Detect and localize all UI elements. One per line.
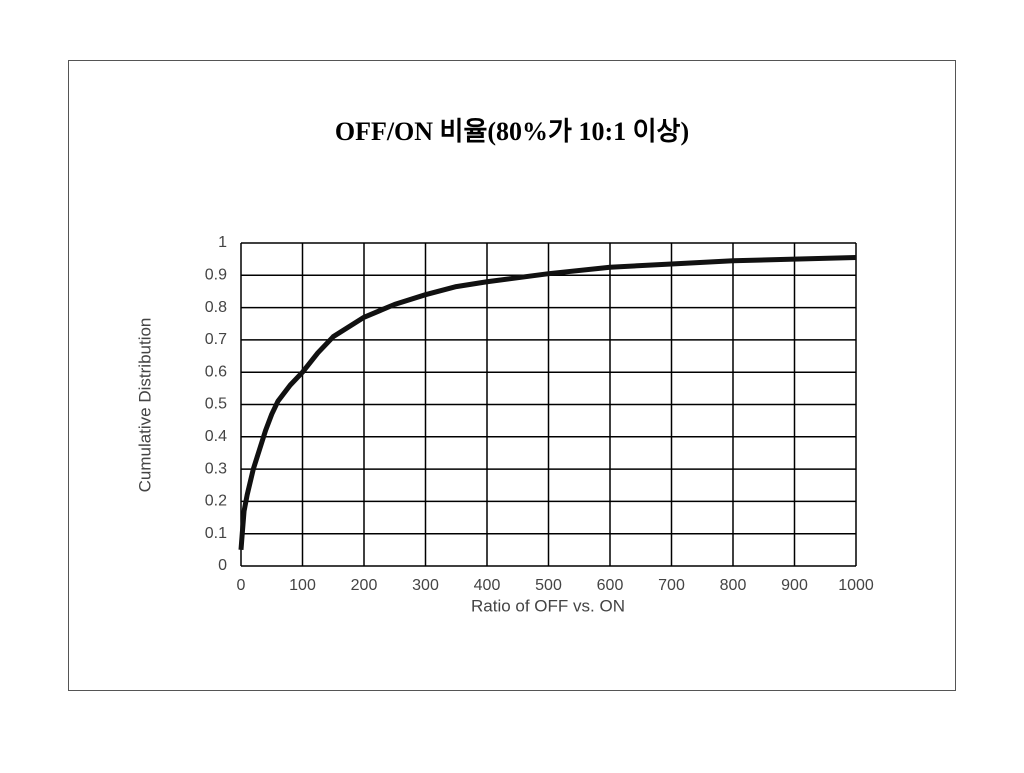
y-tick-label: 0.1 — [205, 525, 227, 542]
y-tick-label: 0.6 — [205, 363, 227, 380]
y-tick-label: 0.2 — [205, 493, 227, 510]
y-tick-label: 1 — [218, 234, 227, 251]
y-tick-label: 0.7 — [205, 331, 227, 348]
x-tick-label: 100 — [289, 577, 316, 594]
x-tick-label: 1000 — [838, 577, 874, 594]
x-tick-label: 0 — [237, 577, 246, 594]
x-tick-label: 500 — [535, 577, 562, 594]
x-tick-label: 700 — [658, 577, 685, 594]
x-tick-label: 400 — [474, 577, 501, 594]
y-tick-label: 0.9 — [205, 267, 227, 284]
x-tick-label: 300 — [412, 577, 439, 594]
x-tick-label: 800 — [720, 577, 747, 594]
chart-title: OFF/ON 비율(80%가 10:1 이상) — [335, 117, 689, 146]
y-tick-label: 0.4 — [205, 428, 227, 445]
y-tick-label: 0.3 — [205, 460, 227, 477]
y-tick-label: 0 — [218, 557, 227, 574]
x-axis-label: Ratio of OFF vs. ON — [471, 596, 625, 615]
y-tick-label: 0.5 — [205, 396, 227, 413]
y-axis-label: Cumulative Distribution — [135, 318, 154, 493]
y-tick-label: 0.8 — [205, 299, 227, 316]
x-tick-label: 200 — [351, 577, 378, 594]
data-line — [238, 255, 857, 551]
x-tick-label: 900 — [781, 577, 808, 594]
x-tick-label: 600 — [597, 577, 624, 594]
slide-frame — [68, 60, 956, 691]
